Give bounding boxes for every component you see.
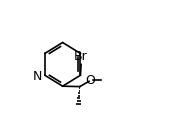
Text: O: O bbox=[86, 74, 96, 87]
Text: Br: Br bbox=[74, 50, 88, 63]
Text: N: N bbox=[33, 70, 42, 83]
